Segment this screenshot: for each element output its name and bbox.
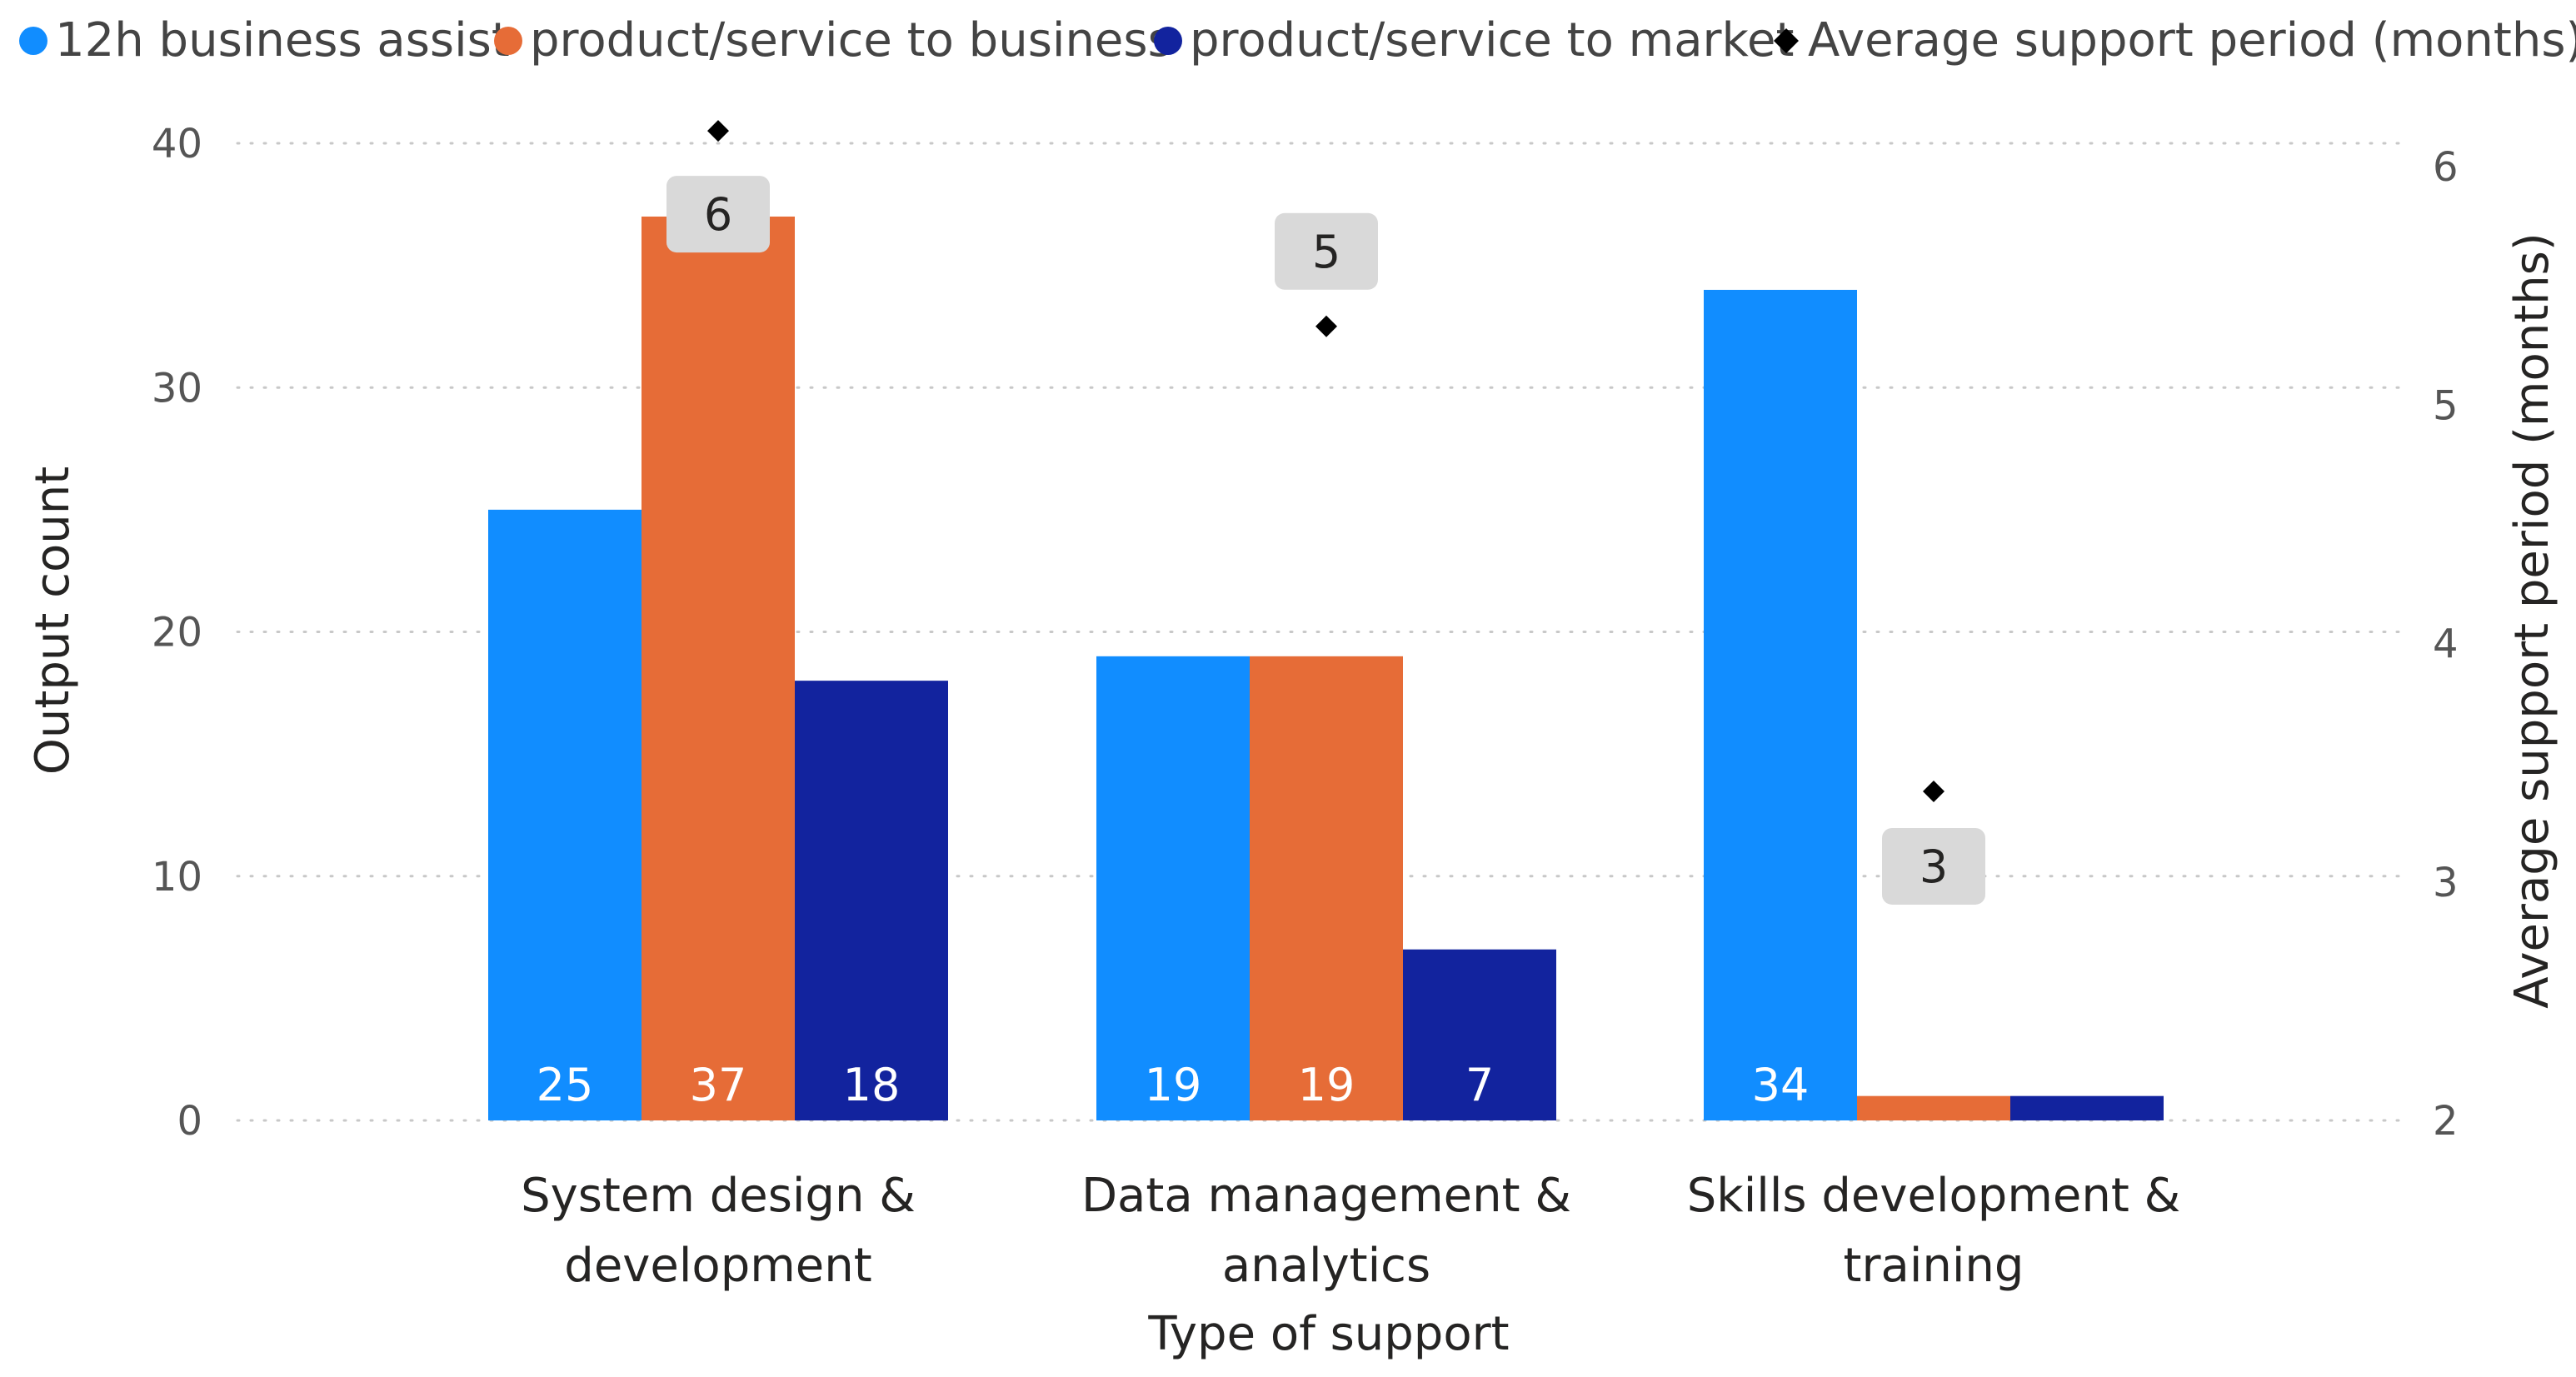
y-axis-ticks: 0 10 20 30 40 [152, 121, 202, 1145]
y2-tick-label: 4 [2433, 621, 2459, 668]
line-label-background [666, 176, 770, 253]
category-label: Data management & [1081, 1169, 1571, 1223]
line-label-background [1882, 827, 1985, 905]
legend-diamond-icon [1774, 28, 1799, 53]
legend-swatch [1154, 27, 1182, 55]
line-marker[interactable] [1315, 315, 1337, 337]
legend-item[interactable]: product/service to business [494, 13, 1172, 67]
line-labels: 6 5 3 [666, 176, 1985, 905]
bar[interactable] [488, 509, 642, 1120]
bar[interactable] [1096, 656, 1250, 1120]
y-axis-title: Output count [26, 466, 80, 775]
y2-axis-title: Average support period (months) [2505, 232, 2559, 1008]
legend-item[interactable]: Average support period (months) [1774, 13, 2576, 67]
line-label-text: 6 [704, 188, 732, 241]
line-data-label: 3 [1882, 827, 1985, 905]
bar[interactable] [1704, 289, 1857, 1120]
bar[interactable] [2010, 1095, 2164, 1120]
legend-swatch [19, 27, 47, 55]
line-label-text: 3 [1920, 841, 1948, 893]
y2-axis-ticks: 2 3 4 5 6 [2433, 144, 2459, 1145]
bar-data-label: 19 [1145, 1059, 1202, 1111]
bar-labels: 25 37 18 19 19 7 34 [537, 1059, 1810, 1111]
bar[interactable] [642, 216, 795, 1121]
line-markers [707, 120, 1944, 802]
y-tick-label: 40 [152, 121, 202, 167]
y-tick-label: 10 [152, 854, 202, 901]
bar-data-label: 34 [1752, 1059, 1810, 1111]
y-tick-label: 20 [152, 610, 202, 656]
legend-label: product/service to market [1190, 13, 1794, 67]
bar[interactable] [1250, 656, 1403, 1120]
bar-data-label: 37 [690, 1059, 747, 1111]
legend: 12h business assist product/service to bu… [19, 13, 2576, 67]
category-label: analytics [1222, 1239, 1430, 1293]
category-label: System design & [521, 1169, 916, 1223]
legend-item[interactable]: product/service to market [1154, 13, 1794, 67]
category-label: development [564, 1239, 871, 1293]
line-label-text: 5 [1312, 226, 1340, 278]
y2-tick-label: 2 [2433, 1098, 2459, 1145]
legend-swatch [494, 27, 522, 55]
line-marker[interactable] [1923, 780, 1944, 802]
category-labels: System design & development Data managemen… [521, 1169, 2180, 1293]
legend-label: product/service to business [530, 13, 1172, 67]
line-data-label: 5 [1275, 212, 1378, 290]
line-data-label: 6 [666, 176, 770, 253]
y-tick-label: 0 [177, 1098, 202, 1145]
y2-tick-label: 6 [2433, 144, 2459, 191]
category-label: training [1844, 1239, 2024, 1293]
bar[interactable] [1857, 1095, 2010, 1120]
bar-data-label: 7 [1465, 1059, 1494, 1111]
bar-data-label: 18 [843, 1059, 901, 1111]
x-axis-title: Type of support [1147, 1307, 1509, 1361]
bar[interactable] [1403, 949, 1556, 1120]
y2-tick-label: 3 [2433, 860, 2459, 906]
legend-label: Average support period (months) [1808, 13, 2576, 67]
legend-label: 12h business assist [55, 13, 510, 67]
y-tick-label: 30 [152, 365, 202, 412]
line-marker[interactable] [707, 120, 729, 142]
category-label: Skills development & [1687, 1169, 2181, 1223]
y2-tick-label: 5 [2433, 382, 2459, 429]
bar[interactable] [795, 681, 948, 1120]
legend-item[interactable]: 12h business assist [19, 13, 510, 67]
bar-data-label: 25 [537, 1059, 594, 1111]
bars [488, 216, 2164, 1121]
bar-data-label: 19 [1298, 1059, 1355, 1111]
line-label-background [1275, 212, 1378, 290]
